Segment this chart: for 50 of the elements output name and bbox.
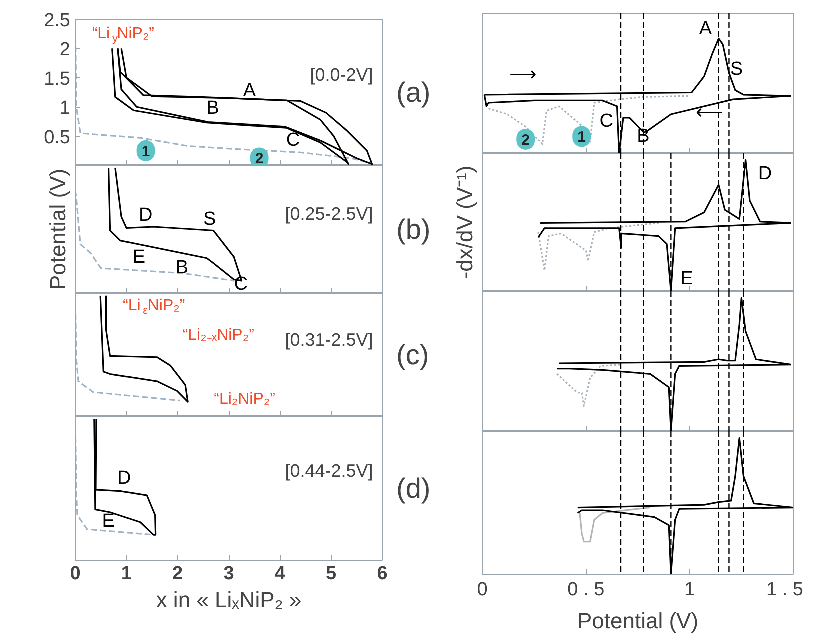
annotation: D <box>758 164 772 185</box>
x-tick-label: 1 <box>121 564 132 584</box>
x-axis-title: x in « LiₓNiP₂ » <box>156 588 302 612</box>
annotation: D <box>118 468 132 489</box>
annotation: 1 <box>578 129 586 146</box>
x-tick-label: 3 <box>224 564 234 584</box>
x-tick-label: 4 <box>274 564 286 584</box>
annotation: ⟶ <box>510 64 537 86</box>
annotation: B <box>176 257 189 278</box>
x-tick-label: 0 . 5 <box>568 580 605 600</box>
text: (d) <box>396 473 431 504</box>
x-tick-label: 5 <box>326 564 338 584</box>
annotation: B <box>206 98 220 120</box>
text: [0.0-2V] <box>310 64 374 85</box>
annotation: E <box>132 247 146 268</box>
x-tick-label: 1 . 5 <box>766 580 804 600</box>
annotation: S <box>204 208 216 230</box>
annotation: S <box>730 59 744 80</box>
annotation: C <box>286 130 300 152</box>
x-tick-label: 6 <box>377 564 388 584</box>
annotation: “Li₂NiP₂” <box>214 390 276 408</box>
annotation: ⟵ <box>696 102 724 124</box>
x-tick-label: 0 <box>70 564 81 584</box>
y-tick-label: 2.5 <box>44 10 71 32</box>
annotation: E <box>680 268 694 290</box>
x-tick-label: 2 <box>172 564 184 584</box>
x-tick-label: 1 <box>684 580 696 600</box>
y-tick-label: 2 <box>60 40 71 61</box>
y-tick-label: 1.5 <box>44 68 71 90</box>
annotation: 2 <box>255 150 264 168</box>
annotation: A <box>243 80 256 102</box>
text: [0.44-2.5V] <box>285 461 374 482</box>
y-axis-title: Potential (V) <box>46 168 70 290</box>
text: (a) <box>396 77 431 108</box>
annotation: D <box>139 204 153 226</box>
text: [0.25-2.5V] <box>285 204 374 224</box>
annotation: E <box>102 511 115 532</box>
x-axis-title: Potential (V) <box>577 608 699 634</box>
annotation: 1 <box>142 143 150 160</box>
x-tick-label: 0 <box>477 580 488 600</box>
text: (c) <box>396 340 430 370</box>
y-tick-label: 1 <box>60 98 71 120</box>
text: (b) <box>396 214 431 245</box>
annotation: “Li₂₋ₓNiP₂” <box>182 326 254 344</box>
annotation: A <box>699 18 712 40</box>
annotation: C <box>600 110 614 132</box>
y-axis-title: -dx/dV (V⁻¹) <box>452 166 478 280</box>
text: [0.31-2.5V] <box>285 330 374 350</box>
annotation: 2 <box>522 132 530 149</box>
y-tick-label: 0.5 <box>44 127 71 148</box>
